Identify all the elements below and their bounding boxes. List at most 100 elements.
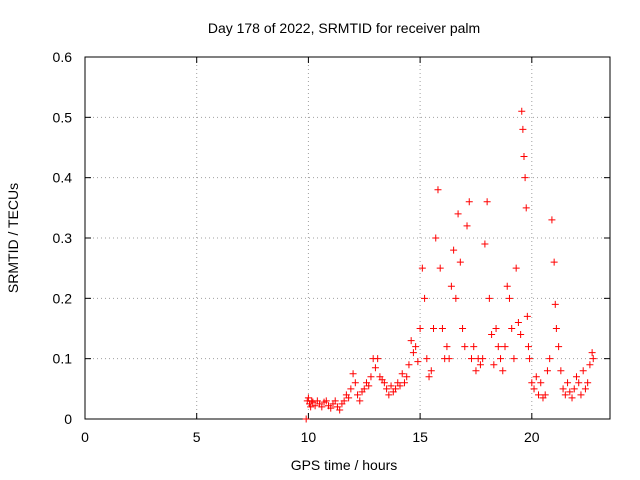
data-point: [430, 325, 438, 332]
data-point: [434, 186, 442, 194]
x-tick-label: 5: [193, 429, 201, 445]
data-point: [472, 367, 480, 375]
data-point: [572, 373, 580, 381]
data-point: [340, 397, 348, 405]
data-point: [425, 373, 433, 381]
data-point: [575, 379, 583, 387]
data-point: [577, 391, 585, 399]
data-point: [584, 379, 592, 387]
data-point: [555, 343, 563, 351]
y-tick-labels: 0 0.1 0.2 0.3 0.4 0.5 0.6: [53, 49, 73, 427]
data-point: [454, 210, 462, 218]
x-tick-labels: 0 5 10 15 20: [81, 429, 540, 445]
data-point: [396, 382, 404, 390]
data-point: [564, 379, 572, 387]
data-point: [501, 343, 509, 351]
data-point: [485, 294, 493, 302]
data-point: [581, 385, 589, 393]
data-point: [349, 370, 357, 378]
data-point: [483, 198, 491, 206]
data-point: [336, 406, 344, 414]
data-point: [465, 198, 473, 206]
data-point: [385, 391, 393, 399]
data-point: [470, 343, 478, 351]
data-point: [347, 385, 355, 393]
data-point: [481, 240, 489, 248]
x-tick-label: 0: [81, 429, 89, 445]
data-point: [418, 264, 426, 272]
data-point: [526, 355, 534, 363]
data-point: [479, 355, 487, 363]
x-tick-label: 10: [301, 429, 317, 445]
data-point: [505, 294, 513, 302]
data-point: [360, 385, 368, 393]
data-point: [518, 107, 526, 115]
data-point: [438, 325, 446, 332]
data-point: [412, 343, 420, 351]
data-point: [499, 367, 507, 375]
data-point: [514, 318, 522, 326]
data-point: [409, 349, 417, 357]
data-point: [311, 402, 319, 410]
data-point: [427, 367, 435, 375]
data-point: [467, 355, 475, 363]
y-tick-label: 0.1: [53, 351, 73, 367]
data-point: [345, 394, 353, 402]
data-point: [407, 337, 415, 345]
data-point: [550, 258, 558, 266]
data-point: [414, 358, 422, 366]
data-point: [445, 355, 453, 363]
data-point: [524, 343, 532, 351]
data-point: [570, 385, 578, 393]
data-point: [400, 379, 408, 387]
data-point: [508, 325, 516, 332]
data-point: [331, 397, 339, 405]
data-point: [568, 394, 576, 402]
data-point: [488, 331, 496, 339]
data-point: [543, 367, 551, 375]
data-point: [517, 331, 525, 339]
data-point: [403, 373, 411, 381]
data-point: [387, 382, 395, 390]
data-point: [537, 379, 545, 387]
data-point: [530, 385, 538, 393]
y-axis-label: SRMTID / TECUs: [5, 183, 21, 293]
data-point: [456, 258, 464, 266]
y-tick-label: 0.2: [53, 290, 73, 306]
data-point: [365, 382, 373, 390]
data-point: [541, 391, 549, 399]
data-point: [546, 355, 554, 363]
data-point: [586, 361, 594, 369]
data-point: [367, 373, 375, 381]
y-tick-label: 0.4: [53, 170, 73, 186]
x-tick-label: 20: [524, 429, 540, 445]
data-point: [463, 222, 471, 230]
data-point: [528, 379, 536, 387]
data-point: [522, 204, 530, 212]
data-point: [450, 246, 458, 254]
data-point: [589, 355, 597, 363]
data-point: [461, 343, 469, 351]
data-point: [588, 349, 596, 357]
axis-ticks: [84, 56, 610, 420]
data-point: [494, 343, 502, 351]
data-point: [380, 379, 388, 387]
data-point: [318, 403, 326, 411]
data-point: [421, 294, 429, 302]
y-tick-label: 0: [64, 411, 72, 427]
y-tick-label: 0.3: [53, 230, 73, 246]
data-point: [551, 300, 559, 308]
data-point: [309, 398, 317, 406]
data-point: [371, 364, 379, 372]
data-point: [354, 391, 362, 399]
data-point: [520, 153, 528, 161]
plot-frame: [84, 56, 611, 420]
x-axis-label: GPS time / hours: [291, 457, 398, 473]
data-point: [307, 403, 315, 411]
data-point: [432, 234, 440, 242]
data-point: [490, 361, 498, 369]
data-point: [392, 385, 400, 393]
data-point: [374, 355, 382, 363]
data-point: [356, 397, 364, 405]
